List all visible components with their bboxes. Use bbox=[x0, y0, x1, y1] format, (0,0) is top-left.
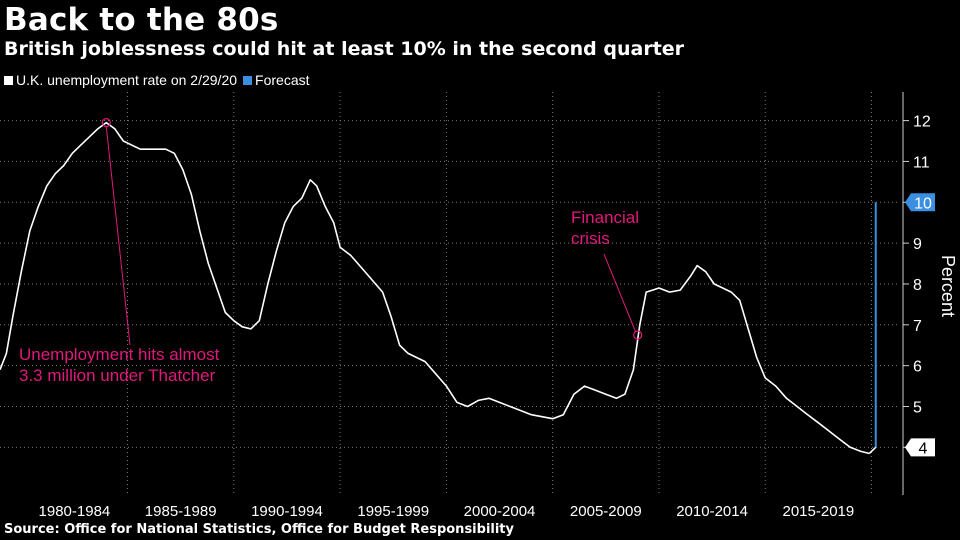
annotation-text: crisis bbox=[571, 229, 610, 248]
annotation-leader bbox=[105, 126, 131, 346]
end-label: 4 bbox=[919, 440, 928, 457]
end-label-box bbox=[905, 193, 935, 212]
legend-swatch-forecast bbox=[243, 75, 253, 85]
x-category-label: 2010-2014 bbox=[676, 503, 748, 520]
legend-item-forecast: Forecast bbox=[243, 72, 310, 88]
y-axis: 5 6 7 8 9 11 12 Percent bbox=[902, 92, 958, 495]
x-category-label: 1980-1984 bbox=[39, 503, 111, 520]
source-note: Source: Office for National Statistics, … bbox=[4, 522, 514, 537]
end-labels: 10 4 bbox=[905, 193, 935, 457]
annotations: Unemployment hits almost 3.3 million unde… bbox=[19, 118, 643, 385]
y-tick-label: 5 bbox=[913, 399, 922, 416]
legend-item-actual: U.K. unemployment rate on 2/29/20 bbox=[4, 72, 237, 88]
y-axis-title: Percent bbox=[938, 255, 958, 317]
chart-subtitle: British joblessness could hit at least 1… bbox=[4, 38, 685, 60]
x-category-label: 2005-2009 bbox=[570, 503, 642, 520]
end-label-box bbox=[905, 438, 935, 457]
x-category-label: 1985-1989 bbox=[145, 503, 217, 520]
x-category-label: 1995-1999 bbox=[357, 503, 429, 520]
end-label: 10 bbox=[914, 195, 932, 212]
annotation-marker bbox=[633, 330, 643, 340]
series-lines bbox=[0, 121, 877, 455]
gridlines bbox=[0, 92, 897, 495]
y-tick-label: 11 bbox=[913, 154, 930, 171]
legend-label-forecast: Forecast bbox=[255, 72, 310, 88]
annotation-text: Financial bbox=[571, 208, 639, 227]
y-tick-label: 9 bbox=[913, 236, 922, 253]
annotation-text: 3.3 million under Thatcher bbox=[19, 366, 216, 385]
legend-label-actual: U.K. unemployment rate on 2/29/20 bbox=[16, 72, 238, 88]
y-tick-label: 8 bbox=[913, 277, 922, 294]
legend-swatch-actual bbox=[4, 75, 13, 85]
series-line-actual bbox=[0, 121, 870, 455]
legend: U.K. unemployment rate on 2/29/20 Foreca… bbox=[4, 72, 316, 88]
x-category-label: 1990-1994 bbox=[251, 503, 323, 520]
x-category-label: 2015-2019 bbox=[782, 503, 854, 520]
y-tick-label: 6 bbox=[913, 359, 922, 376]
y-tick-label: 7 bbox=[913, 318, 922, 335]
annotation-leader bbox=[603, 253, 637, 333]
y-tick-label: 12 bbox=[913, 114, 931, 131]
series-line-actual-end bbox=[868, 446, 877, 455]
x-category-label: 2000-2004 bbox=[464, 503, 536, 520]
x-category-labels: 1980-1984 1985-1989 1990-1994 1995-1999 2000… bbox=[39, 503, 855, 520]
annotation-text: Unemployment hits almost bbox=[19, 345, 220, 364]
chart-title: Back to the 80s bbox=[4, 2, 279, 38]
